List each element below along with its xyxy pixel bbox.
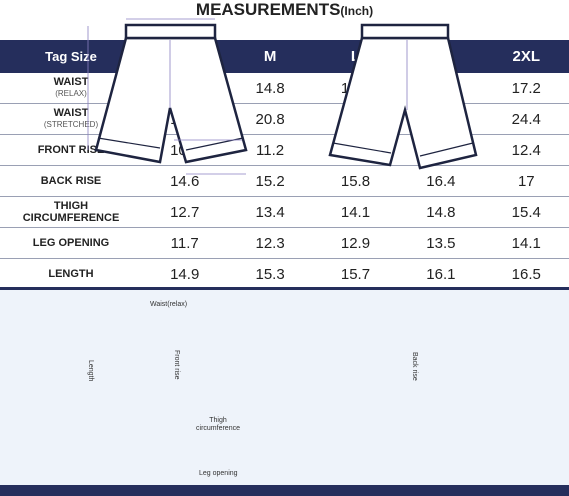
- cell-value: 17: [483, 165, 569, 197]
- cell-value: 14.1: [312, 196, 399, 228]
- row-label-cell: BACK RISE: [0, 165, 142, 197]
- cell-value: 15.4: [483, 196, 569, 228]
- cell-value: 15.2: [227, 165, 313, 197]
- cell-value: 13.4: [227, 196, 313, 228]
- row-label: LENGTH: [48, 268, 94, 280]
- cell-value: 16.5: [483, 258, 569, 290]
- cell-value: 14.1: [483, 227, 569, 259]
- cell-value: 17.2: [483, 73, 569, 104]
- row-label: WAIST: [53, 76, 89, 88]
- title-text: MEASUREMENTS: [195, 0, 341, 19]
- row-sublabel: (RELAX): [55, 89, 87, 98]
- unit: (Inch): [340, 4, 374, 18]
- table-row: LENGTH 14.9 15.3 15.7 16.1 16.5: [0, 258, 569, 290]
- shorts-drawing: [87, 18, 478, 175]
- cell-value: 16.1: [398, 258, 484, 290]
- table-row: THIGH CIRCUMFERENCE 12.7 13.4 14.1 14.8 15.4: [0, 196, 569, 228]
- row-label: WAIST: [53, 107, 89, 119]
- column-header: 2XL: [483, 40, 569, 73]
- row-label: LEG OPENING: [32, 237, 110, 249]
- cell-value: 20.8: [227, 103, 313, 135]
- title: MEASUREMENTS(Inch): [0, 0, 569, 20]
- front-rise-label: Front rise: [173, 350, 180, 380]
- cell-value: 24.4: [483, 103, 569, 135]
- thigh-label: Thigh circumference: [196, 417, 240, 432]
- cell-value: 15.3: [227, 258, 313, 290]
- row-label: BACK RISE: [40, 175, 102, 187]
- row-label: THIGH CIRCUMFERENCE: [22, 200, 120, 224]
- cell-value: 13.5: [398, 227, 484, 259]
- row-label-cell: LEG OPENING: [0, 227, 142, 259]
- cell-value: 12.9: [312, 227, 399, 259]
- cell-value: 11.7: [142, 227, 228, 259]
- cell-value: 14.8: [398, 196, 484, 228]
- diagram: Waist(relax) Length Front rise Thigh cir…: [0, 18, 569, 488]
- cell-value: 12.7: [142, 196, 228, 228]
- column-header: M: [227, 40, 313, 73]
- row-label-cell: THIGH CIRCUMFERENCE: [0, 196, 142, 228]
- table-row: BACK RISE 14.6 15.2 15.8 16.4 17: [0, 165, 569, 197]
- back-rise-label: Back rise: [411, 352, 418, 381]
- cell-value: 12.4: [483, 134, 569, 166]
- table-row: LEG OPENING 11.7 12.3 12.9 13.5 14.1: [0, 227, 569, 259]
- row-label-cell: LENGTH: [0, 258, 142, 290]
- footer-bar: [0, 485, 569, 496]
- cell-value: 12.3: [227, 227, 313, 259]
- cell-value: 14.8: [227, 73, 313, 104]
- leg-opening-label: Leg opening: [199, 470, 238, 477]
- cell-value: 14.6: [142, 165, 228, 197]
- waist-label: Waist(relax): [150, 301, 188, 308]
- cell-value: 16.4: [398, 165, 484, 197]
- cell-value: 14.9: [142, 258, 228, 290]
- length-label: Length: [87, 360, 94, 382]
- cell-value: 15.8: [312, 165, 399, 197]
- row-sublabel: (STRETCHED): [43, 120, 99, 129]
- cell-value: 15.7: [312, 258, 399, 290]
